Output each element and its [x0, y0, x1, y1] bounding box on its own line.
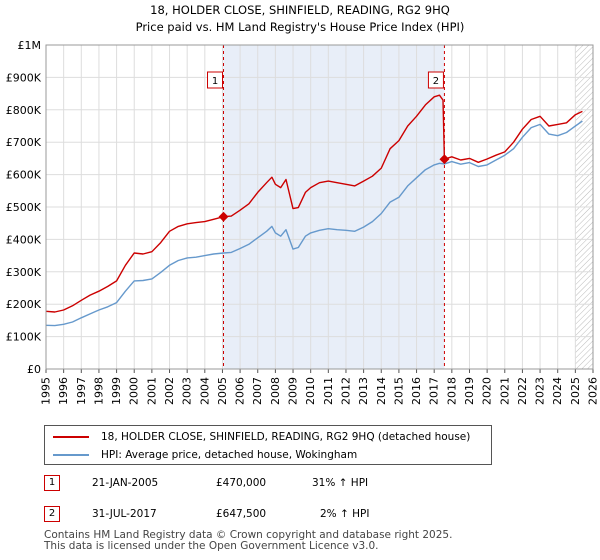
grid-lines — [45, 44, 594, 370]
x-tick-label: 1999 — [110, 377, 123, 405]
x-tick-label: 2009 — [287, 377, 300, 405]
annotation-label: 1 — [212, 76, 218, 87]
transaction-badge: 2 — [44, 506, 60, 522]
transaction-lines — [223, 45, 445, 369]
transaction-hpi: 31% ↑ HPI — [312, 477, 369, 489]
transaction-date: 21-JAN-2005 — [92, 477, 159, 489]
transaction-date: 31-JUL-2017 — [92, 508, 157, 520]
y-tick-label: £500K — [6, 201, 42, 214]
y-tick-label: £700K — [6, 136, 42, 149]
x-tick-label: 2001 — [145, 377, 158, 405]
y-tick-label: £1M — [18, 39, 42, 52]
x-tick-label: 2021 — [498, 377, 511, 405]
x-tick-label: 2020 — [481, 377, 494, 405]
x-tick-label: 2013 — [357, 377, 370, 405]
sale-marker — [439, 154, 450, 165]
footer: Contains HM Land Registry data © Crown c… — [44, 530, 452, 552]
y-tick-label: £800K — [6, 104, 42, 117]
sale-marker — [218, 211, 229, 222]
series-lines — [45, 94, 583, 327]
chart-subtitle: Price paid vs. HM Land Registry's House … — [136, 20, 465, 34]
annotation-label: 2 — [433, 76, 439, 87]
x-tick-label: 1998 — [92, 377, 105, 405]
x-tick-label: 2000 — [128, 377, 141, 405]
y-tick-label: £100K — [6, 331, 42, 344]
y-axis: £0 £100K £200K £300K £400K £500K £600K £700K £80… — [6, 39, 42, 376]
x-tick-label: 2016 — [410, 377, 423, 405]
x-tick-label: 2026 — [587, 377, 600, 405]
y-tick-label: £400K — [6, 233, 42, 246]
transaction-price: £470,000 — [216, 477, 267, 489]
x-tick-label: 2002 — [163, 377, 176, 405]
x-tick-label: 2004 — [198, 377, 211, 405]
x-tick-label: 2022 — [516, 377, 529, 405]
y-tick-label: £900K — [6, 71, 42, 84]
x-axis: 1995 1996 1997 1998 1999 2000 2001 2002 2003 2004… — [40, 369, 600, 405]
x-tick-label: 2014 — [375, 377, 388, 405]
x-tick-label: 2006 — [234, 377, 247, 405]
x-tick-label: 2025 — [569, 377, 582, 405]
x-tick-label: 2012 — [339, 377, 352, 405]
annotation-box — [427, 71, 444, 89]
legend-item-property: 18, HOLDER CLOSE, SHINFIELD, READING, RG… — [53, 429, 470, 445]
plot-border — [45, 44, 594, 370]
legend-label-hpi: HPI: Average price, detached house, Woki… — [101, 449, 358, 461]
x-tick-label: 2010 — [304, 377, 317, 405]
legend: 18, HOLDER CLOSE, SHINFIELD, READING, RG… — [44, 425, 492, 465]
x-tick-label: 2003 — [181, 377, 194, 405]
y-tick-label: £600K — [6, 169, 42, 182]
x-tick-label: 1997 — [75, 377, 88, 405]
footer-copyright: Contains HM Land Registry data © Crown c… — [44, 529, 453, 541]
transaction-row: 2 31-JUL-2017 £647,500 2% ↑ HPI — [44, 506, 564, 524]
transaction-hpi: 2% ↑ HPI — [320, 508, 370, 520]
x-tick-label: 1996 — [57, 377, 70, 405]
x-tick-label: 1995 — [40, 377, 53, 405]
transaction-price: £647,500 — [216, 508, 267, 520]
legend-swatch-property — [53, 436, 89, 438]
chart-title: 18, HOLDER CLOSE, SHINFIELD, READING, RG… — [150, 3, 450, 17]
legend-item-hpi: HPI: Average price, detached house, Woki… — [53, 447, 357, 463]
y-tick-label: £300K — [6, 266, 42, 279]
y-tick-label: £0 — [27, 363, 41, 376]
price-chart: 18, HOLDER CLOSE, SHINFIELD, READING, RG… — [6, 3, 600, 405]
x-tick-label: 2015 — [392, 377, 405, 405]
series-line — [45, 120, 583, 327]
annotation-box — [207, 71, 224, 89]
footer-license: This data is licensed under the Open Gov… — [44, 540, 379, 552]
x-tick-label: 2024 — [551, 377, 564, 405]
legend-swatch-hpi — [53, 454, 89, 456]
legend-label-property: 18, HOLDER CLOSE, SHINFIELD, READING, RG… — [101, 431, 471, 443]
x-tick-label: 2005 — [216, 377, 229, 405]
x-tick-label: 2007 — [251, 377, 264, 405]
x-tick-label: 2019 — [463, 377, 476, 405]
x-tick-label: 2018 — [445, 377, 458, 405]
series-line — [45, 94, 583, 313]
x-tick-label: 2011 — [322, 377, 335, 405]
transaction-row: 1 21-JAN-2005 £470,000 31% ↑ HPI — [44, 475, 564, 493]
transaction-badge: 1 — [44, 475, 60, 491]
x-tick-label: 2023 — [534, 377, 547, 405]
x-tick-label: 2017 — [428, 377, 441, 405]
x-tick-label: 2008 — [269, 377, 282, 405]
y-tick-label: £200K — [6, 298, 42, 311]
